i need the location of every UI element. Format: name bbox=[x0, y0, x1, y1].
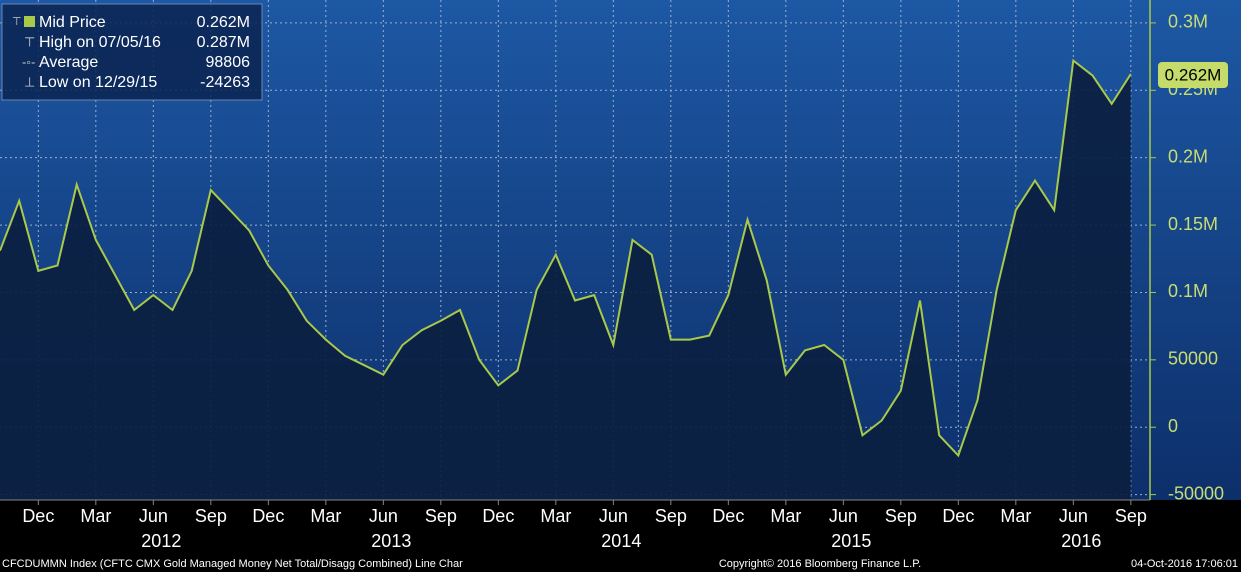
x-tick-label: Mar bbox=[310, 506, 341, 526]
series-line bbox=[0, 58, 1132, 458]
x-tick-label: Mar bbox=[770, 506, 801, 526]
year-label: 2014 bbox=[601, 531, 641, 551]
legend-label: Low on 12/29/15 bbox=[39, 74, 157, 91]
legend-icon: ⊤ bbox=[12, 16, 22, 28]
footer-center: Copyright© 2016 Bloomberg Finance L.P. bbox=[719, 558, 921, 570]
y-tick-label: 50000 bbox=[1168, 349, 1218, 369]
footer-left: CFCDUMMN Index (CFTC CMX Gold Managed Mo… bbox=[2, 558, 463, 570]
legend-value: 0.287M bbox=[197, 34, 250, 51]
x-tick-label: Dec bbox=[22, 506, 54, 526]
legend-box bbox=[1, 3, 263, 101]
x-tick-label: Sep bbox=[195, 506, 227, 526]
legend-swatch bbox=[24, 16, 35, 27]
y-tick-label: 0.3M bbox=[1168, 12, 1208, 32]
series-area bbox=[0, 60, 1131, 500]
x-tick-label: Sep bbox=[1115, 506, 1147, 526]
last-value-label: 0.262M bbox=[1165, 65, 1222, 84]
legend-label: Average bbox=[39, 54, 98, 71]
x-tick-label: Dec bbox=[252, 506, 284, 526]
legend-icon: ⊥ bbox=[24, 74, 35, 89]
legend-icon: ⊤ bbox=[24, 34, 35, 49]
last-value-tag bbox=[1158, 62, 1228, 88]
year-label: 2015 bbox=[831, 531, 871, 551]
x-tick-label: Mar bbox=[1000, 506, 1031, 526]
x-tick-label: Jun bbox=[829, 506, 858, 526]
x-tick-label: Sep bbox=[655, 506, 687, 526]
x-tick-label: Dec bbox=[942, 506, 974, 526]
year-label: 2016 bbox=[1061, 531, 1101, 551]
legend-label: High on 07/05/16 bbox=[39, 34, 161, 51]
x-tick-label: Dec bbox=[482, 506, 514, 526]
footer-right: 04-Oct-2016 17:06:01 bbox=[1131, 558, 1238, 570]
legend-label: Mid Price bbox=[39, 14, 106, 31]
x-tick-label: Sep bbox=[425, 506, 457, 526]
x-tick-label: Jun bbox=[599, 506, 628, 526]
legend-value: 98806 bbox=[206, 54, 251, 71]
y-tick-label: -50000 bbox=[1168, 483, 1224, 503]
y-tick-label: 0 bbox=[1168, 416, 1178, 436]
x-tick-label: Jun bbox=[369, 506, 398, 526]
x-tick-label: Sep bbox=[885, 506, 917, 526]
x-tick-label: Mar bbox=[80, 506, 111, 526]
y-tick-label: 0.1M bbox=[1168, 281, 1208, 301]
x-tick-label: Mar bbox=[540, 506, 571, 526]
legend-value: 0.262M bbox=[197, 14, 250, 31]
y-tick-label: 0.2M bbox=[1168, 146, 1208, 166]
axis-band bbox=[0, 500, 1241, 572]
year-label: 2013 bbox=[371, 531, 411, 551]
x-tick-label: Jun bbox=[139, 506, 168, 526]
year-label: 2012 bbox=[141, 531, 181, 551]
x-tick-label: Dec bbox=[712, 506, 744, 526]
y-tick-label: 0.15M bbox=[1168, 214, 1218, 234]
legend-icon: -◦- bbox=[22, 54, 35, 69]
x-tick-label: Jun bbox=[1059, 506, 1088, 526]
legend-value: -24263 bbox=[200, 74, 250, 91]
